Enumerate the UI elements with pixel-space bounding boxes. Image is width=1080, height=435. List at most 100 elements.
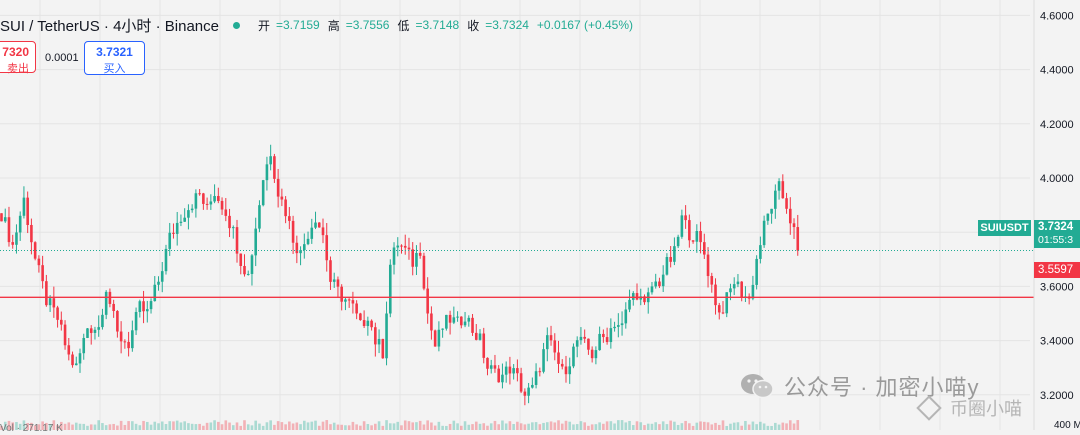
volume-bar [209,422,213,430]
candle-body [351,300,355,304]
candle-body [261,180,265,206]
volume-bar [321,421,325,430]
last-price-tag: 3.7324 01:55:3 [1034,220,1080,248]
volume-bar [243,420,246,430]
volume-bar [747,424,751,430]
volume-bar [314,420,317,430]
price-change: +0.0167 (+0.45%) [536,18,633,32]
volume-bar [250,425,254,430]
candle-body [362,320,366,327]
candle-body [127,341,130,349]
volume-bar [288,421,291,430]
volume-bar [729,423,732,430]
volume-bar [299,424,302,430]
candle-body [217,196,220,201]
volume-bar [213,420,216,430]
candle-body [706,254,710,277]
support-price-tag: 3.5597 [1034,262,1080,278]
volume-bar [7,420,11,430]
candle-body [131,330,134,349]
candle-body [729,288,732,293]
volume-bar [310,421,314,430]
candle-body [183,217,186,222]
volume-bar [680,423,684,430]
volume-bar [654,422,658,430]
volume-bar [781,422,785,430]
candle-body [276,178,280,197]
candle-body [265,164,269,181]
candle-body [269,156,272,165]
y-tick-label: 4.6000 [1040,10,1074,22]
sell-button[interactable]: 7320 卖出 [0,41,36,75]
candle-body [575,340,579,347]
sell-price: 7320 [2,45,29,59]
candle-body [762,220,766,246]
chart-header: SUI / TetherUS · 4小时 · Binance 开 =3.7159 … [0,14,633,36]
candle-body [665,257,669,275]
volume-bar [527,423,530,430]
candle-body [396,245,400,248]
volume-bar [512,424,515,430]
volume-bar [538,424,542,430]
candle-body [583,336,586,339]
symbol-title[interactable]: SUI / TetherUS · 4小时 · Binance [0,17,219,35]
volume-axis-label: 400 M [1054,420,1080,430]
volume-bar [661,421,665,430]
volume-bar [433,425,437,430]
volume-bar [508,421,512,430]
candle-body [777,181,781,191]
candle-body [598,333,601,351]
candle-body [602,333,605,338]
volume-bar [224,420,228,430]
candle-body [303,244,306,251]
volume-bar [351,421,355,430]
candle-body [194,193,198,209]
candle-body [489,365,493,369]
candle-body [579,336,583,341]
candle-body [680,215,684,237]
volume-bar [755,424,758,430]
candle-body [205,203,209,205]
volume-bar [557,420,560,430]
close-value: =3.7324 [485,18,529,32]
candles [0,144,800,406]
candle-body [433,330,437,347]
volume-bar [332,422,336,430]
volume-bar [149,424,153,430]
buy-button[interactable]: 3.7321 买入 [84,41,145,75]
candle-body [474,332,478,340]
volume-bar [344,425,347,430]
candle-body [149,301,153,310]
candle-body [93,329,97,333]
candle-body [175,222,179,234]
volume-bar [635,421,639,430]
candle-body [355,303,358,314]
volume-bar [482,423,486,430]
volume-bar [460,425,463,430]
candle-body [628,299,631,310]
volume-bar [785,423,788,430]
candle-body [306,238,310,245]
candle-body [157,281,160,285]
candle-body [759,245,762,259]
candle-body [620,323,624,326]
candle-body [519,373,523,392]
candle-body [164,248,168,272]
price-axis[interactable]: 4.60004.40004.20004.00003.80003.60003.40… [1033,0,1080,431]
candle-body [549,335,553,341]
volume-bar [426,420,429,430]
candle-body [284,199,287,217]
volume-bar [37,424,41,430]
volume-bar [605,421,609,430]
candle-body [239,253,243,266]
volume-bar [452,420,456,430]
volume-bar [370,425,373,430]
volume-bar [104,425,108,430]
candle-body [523,391,527,396]
candle-body [609,328,613,343]
volume-bar [145,421,149,430]
candle-body [545,335,549,350]
candle-body [220,200,224,210]
